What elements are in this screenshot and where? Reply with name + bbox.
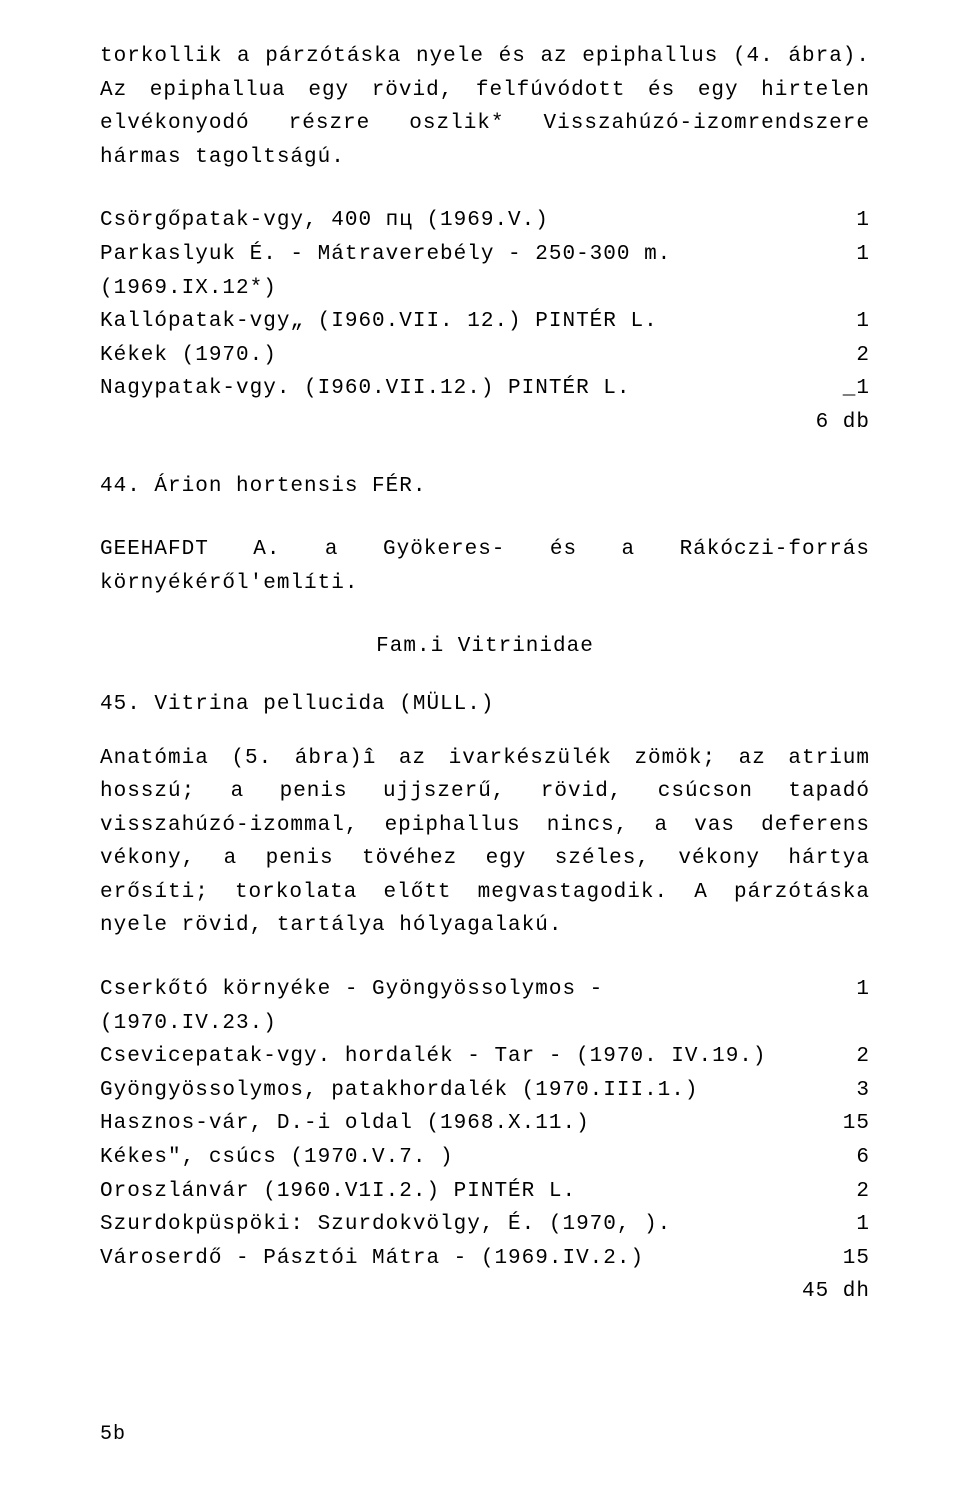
row-value: 6 (790, 1141, 870, 1175)
list-row: Kallópatak-vgy„ (I960.VII. 12.) PINTÉR L… (100, 305, 870, 339)
row-label: Városerdő - Pásztói Mátra - (1969.IV.2.) (100, 1242, 644, 1276)
row-value: 2 (790, 1175, 870, 1209)
row-label: Szurdokpüspöki: Szurdokvölgy, É. (1970, … (100, 1208, 671, 1242)
row-value: _1 (790, 372, 870, 406)
list-row: Szurdokpüspöki: Szurdokvölgy, É. (1970, … (100, 1208, 870, 1242)
list-row: Kékek (1970.) 2 (100, 339, 870, 373)
row-value: 15 (790, 1242, 870, 1276)
species-44-block: 44. Árion hortensis FÉR. (100, 470, 870, 504)
row-value: 1 (790, 204, 870, 238)
list-row: Kékes", csúcs (1970.V.7. ) 6 (100, 1141, 870, 1175)
row-label: Oroszlánvár (1960.V1I.2.) PINTÉR L. (100, 1175, 576, 1209)
page-number: 5b (100, 1419, 870, 1451)
locality-list-2: Cserkőtó környéke - Gyöngyössolymos - (1… (100, 973, 870, 1309)
list-row: Városerdő - Pásztói Mátra - (1969.IV.2.)… (100, 1242, 870, 1276)
list-row: Csörgőpatak-vgy, 400 пц (1969.V.) 1 (100, 204, 870, 238)
geehafdt-note: GEEHAFDT A. a Gyökeres- és a Rákóczi-for… (100, 533, 870, 600)
locality-list-1: Csörgőpatak-vgy, 400 пц (1969.V.) 1Parkas… (100, 204, 870, 439)
row-label: Kallópatak-vgy„ (I960.VII. 12.) PINTÉR L… (100, 305, 658, 339)
row-label: Cserkőtó környéke - Gyöngyössolymos - (1… (100, 973, 790, 1040)
row-label: Kékek (1970.) (100, 339, 277, 373)
species-44-title: 44. Árion hortensis FÉR. (100, 470, 870, 504)
row-value: 1 (790, 305, 870, 339)
intro-paragraph: torkollik a párzótáska nyele és az epiph… (100, 40, 870, 174)
row-value: 1 (790, 973, 870, 1040)
row-value: 3 (790, 1074, 870, 1108)
anatomy-paragraph: Anatómia (5. ábra)î az ivarkészülék zömö… (100, 742, 870, 944)
row-value: 6 db (790, 406, 870, 440)
row-label: Csevicepatak-vgy. hordalék - Tar - (1970… (100, 1040, 767, 1074)
row-value: 1 (790, 1208, 870, 1242)
row-label: Hasznos-vár, D.-i oldal (1968.X.11.) (100, 1107, 590, 1141)
row-value: 45 dh (790, 1275, 870, 1309)
row-value: 1 (790, 238, 870, 305)
species-45-title: 45. Vitrina pellucida (MÜLL.) (100, 688, 870, 722)
list-row: 45 dh (100, 1275, 870, 1309)
row-label: Gyöngyössolymos, patakhordalék (1970.III… (100, 1074, 699, 1108)
list-row: Hasznos-vár, D.-i oldal (1968.X.11.) 15 (100, 1107, 870, 1141)
row-value: 2 (790, 339, 870, 373)
list-row: 6 db (100, 406, 870, 440)
document-page: torkollik a párzótáska nyele és az epiph… (0, 0, 960, 1491)
list-row: Csevicepatak-vgy. hordalék - Tar - (1970… (100, 1040, 870, 1074)
row-label: Csörgőpatak-vgy, 400 пц (1969.V.) (100, 204, 549, 238)
list-row: Gyöngyössolymos, patakhordalék (1970.III… (100, 1074, 870, 1108)
row-label: Kékes", csúcs (1970.V.7. ) (100, 1141, 454, 1175)
list-row: Oroszlánvár (1960.V1I.2.) PINTÉR L. 2 (100, 1175, 870, 1209)
list-row: Nagypatak-vgy. (I960.VII.12.) PINTÉR L. _… (100, 372, 870, 406)
family-title: Fam.i Vitrinidae (100, 630, 870, 664)
list-row: Parkaslyuk É. - Mátraverebély - 250-300 … (100, 238, 870, 305)
row-value: 15 (790, 1107, 870, 1141)
row-label: Nagypatak-vgy. (I960.VII.12.) PINTÉR L. (100, 372, 630, 406)
list-row: Cserkőtó környéke - Gyöngyössolymos - (1… (100, 973, 870, 1040)
row-value: 2 (790, 1040, 870, 1074)
row-label: Parkaslyuk É. - Mátraverebély - 250-300 … (100, 238, 790, 305)
